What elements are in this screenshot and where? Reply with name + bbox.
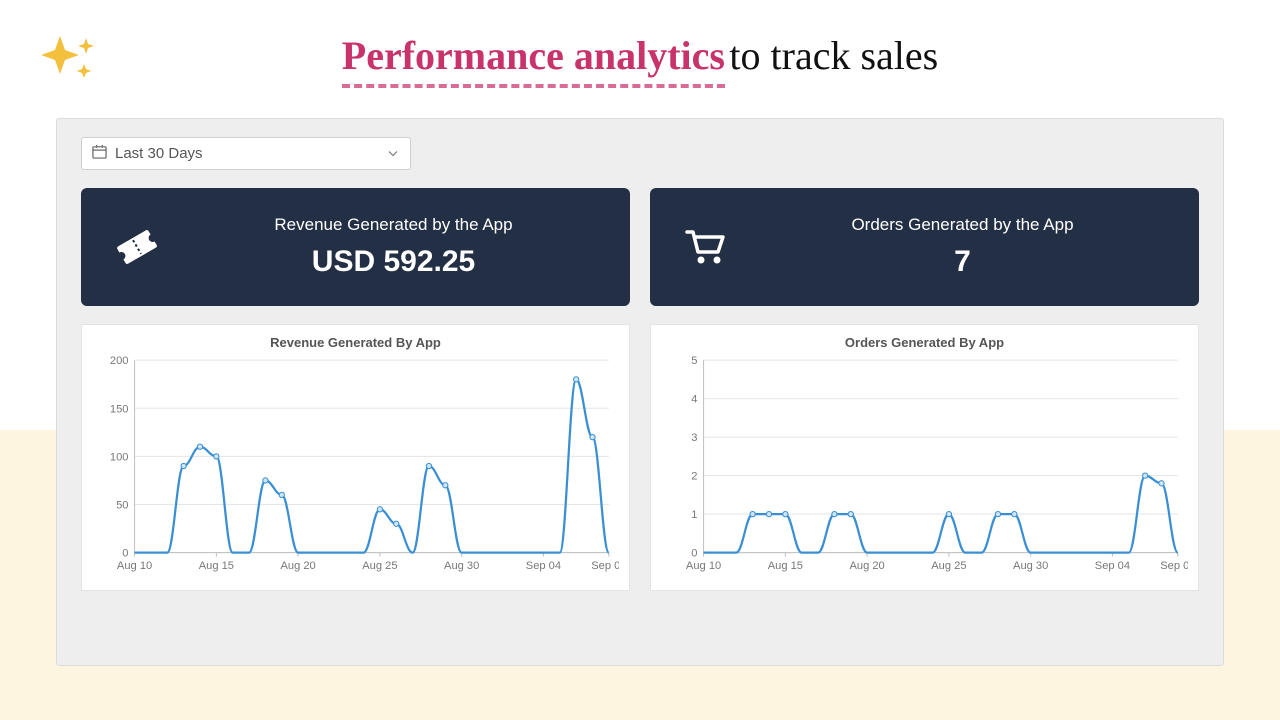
svg-text:0: 0 bbox=[691, 548, 697, 560]
svg-text:Aug 20: Aug 20 bbox=[280, 560, 315, 572]
svg-text:Aug 30: Aug 30 bbox=[444, 560, 479, 572]
revenue-chart: 0 50 100 150 200 Aug 10 Aug 15 Aug 20 Aug 25 Aug … bbox=[92, 354, 619, 582]
heading-rest: to track sales bbox=[729, 33, 938, 78]
revenue-card: Revenue Generated by the App USD 592.25 bbox=[81, 188, 630, 306]
orders-card-value: 7 bbox=[744, 245, 1181, 279]
svg-text:Sep 04: Sep 04 bbox=[526, 560, 561, 572]
orders-card-title: Orders Generated by the App bbox=[744, 215, 1181, 235]
heading-accent: Performance analytics bbox=[342, 33, 725, 88]
orders-chart-panel: Orders Generated By App 0 1 2 3 4 5 Aug 10 Aug … bbox=[650, 324, 1199, 591]
svg-text:Aug 10: Aug 10 bbox=[117, 560, 152, 572]
calendar-icon bbox=[92, 144, 107, 163]
svg-text:Sep 04: Sep 04 bbox=[1095, 560, 1130, 572]
revenue-card-title: Revenue Generated by the App bbox=[175, 215, 612, 235]
svg-text:Aug 25: Aug 25 bbox=[931, 560, 966, 572]
orders-chart: 0 1 2 3 4 5 Aug 10 Aug 15 Aug 20 Aug 25 Aug 30 Sep … bbox=[661, 354, 1188, 582]
svg-text:Aug 15: Aug 15 bbox=[199, 560, 234, 572]
svg-text:5: 5 bbox=[691, 355, 697, 367]
revenue-chart-title: Revenue Generated By App bbox=[92, 335, 619, 350]
charts-row: Revenue Generated By App 050100150200Aug… bbox=[81, 324, 1199, 591]
svg-text:0: 0 bbox=[122, 548, 128, 560]
svg-text:150: 150 bbox=[110, 403, 129, 415]
svg-text:Aug 25: Aug 25 bbox=[362, 560, 397, 572]
orders-chart-title: Orders Generated By App bbox=[661, 335, 1188, 350]
svg-text:50: 50 bbox=[116, 500, 128, 512]
orders-card: Orders Generated by the App 7 bbox=[650, 188, 1199, 306]
date-range-picker[interactable]: Last 30 Days bbox=[81, 137, 411, 170]
svg-text:2: 2 bbox=[691, 471, 697, 483]
revenue-chart-panel: Revenue Generated By App 0 50 100 150 200 Aug… bbox=[81, 324, 630, 591]
dashboard-panel: Last 30 Days Revenue Generated by the Ap… bbox=[56, 118, 1224, 666]
svg-text:3: 3 bbox=[691, 432, 697, 444]
svg-text:Aug 30: Aug 30 bbox=[1013, 560, 1048, 572]
svg-text:Sep 08: Sep 08 bbox=[1160, 560, 1188, 572]
svg-text:Sep 08: Sep 08 bbox=[591, 560, 619, 572]
chevron-down-icon bbox=[388, 145, 398, 162]
svg-text:4: 4 bbox=[691, 394, 697, 406]
svg-text:Aug 20: Aug 20 bbox=[849, 560, 884, 572]
svg-text:Aug 15: Aug 15 bbox=[768, 560, 803, 572]
date-range-label: Last 30 Days bbox=[115, 145, 203, 162]
ticket-icon bbox=[99, 220, 175, 274]
svg-text:200: 200 bbox=[110, 355, 129, 367]
page-heading: Performance analytics to track sales bbox=[0, 32, 1280, 79]
revenue-card-value: USD 592.25 bbox=[175, 245, 612, 279]
svg-text:Aug 10: Aug 10 bbox=[686, 560, 721, 572]
svg-text:100: 100 bbox=[110, 451, 129, 463]
cart-icon bbox=[668, 222, 744, 272]
kpi-cards: Revenue Generated by the App USD 592.25 … bbox=[81, 188, 1199, 306]
svg-text:1: 1 bbox=[691, 509, 697, 521]
